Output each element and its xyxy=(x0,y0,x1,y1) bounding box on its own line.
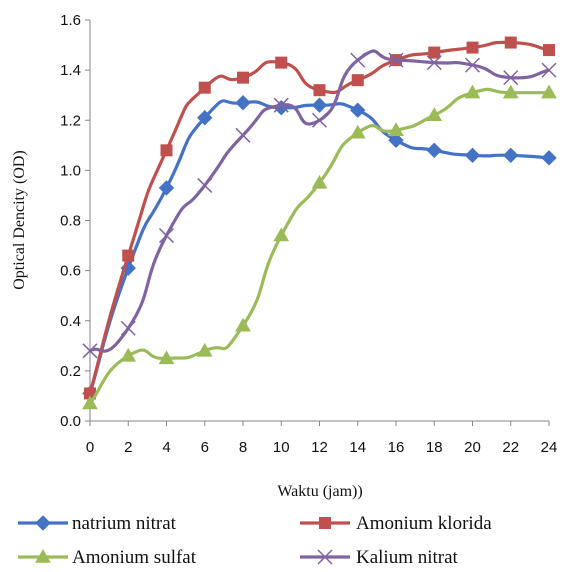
data-point xyxy=(503,70,519,86)
data-point xyxy=(275,56,288,69)
data-point xyxy=(351,74,364,87)
legend-marker xyxy=(317,549,333,565)
x-tick-label: 24 xyxy=(541,439,558,456)
legend-marker xyxy=(35,548,51,563)
y-tick-label: 0.6 xyxy=(60,263,81,280)
y-tick-label: 0.8 xyxy=(60,213,81,230)
series-line xyxy=(88,40,550,394)
data-point xyxy=(235,94,251,111)
data-point xyxy=(504,36,517,49)
data-point xyxy=(120,347,137,362)
x-tick-label: 0 xyxy=(86,439,94,456)
y-tick-label: 1.0 xyxy=(60,162,81,179)
data-point xyxy=(158,350,175,365)
data-point xyxy=(350,102,366,118)
data-point xyxy=(311,112,328,128)
data-point xyxy=(349,124,366,139)
x-tick-label: 16 xyxy=(388,439,405,456)
data-point xyxy=(541,84,557,99)
data-point xyxy=(388,132,404,149)
x-tick-label: 14 xyxy=(349,439,366,456)
x-tick-label: 4 xyxy=(162,439,170,456)
legend-item: Amonium sulfat xyxy=(18,547,197,568)
data-point xyxy=(197,110,213,126)
data-point xyxy=(311,97,328,113)
legend-marker xyxy=(35,515,51,531)
legend-marker xyxy=(319,517,331,529)
legend-label: Amonium klorida xyxy=(356,513,492,534)
series-line xyxy=(89,49,550,353)
data-point xyxy=(158,228,175,244)
x-axis-title: Waktu (jam)) xyxy=(277,483,362,500)
series-kalium-nitrat xyxy=(82,49,557,359)
legend-item: Kalium nitrat xyxy=(300,547,459,568)
data-point xyxy=(502,84,519,99)
data-point xyxy=(235,127,251,143)
legend-label: natrium nitrat xyxy=(72,513,177,534)
x-tick-label: 2 xyxy=(124,439,132,456)
data-point xyxy=(426,142,442,159)
y-axis-title: Optical Dencity (OD) xyxy=(11,150,28,290)
data-point xyxy=(541,62,557,78)
data-point xyxy=(464,147,481,164)
axes: 0.00.20.40.60.81.01.21.41.60 2 4 6 8 10 12 14 16… xyxy=(60,12,557,456)
legend-label: Amonium sulfat xyxy=(72,547,197,568)
data-point xyxy=(464,84,481,99)
data-point xyxy=(428,46,441,59)
x-tick-label: 22 xyxy=(502,439,519,456)
series-amonium-sulfat xyxy=(82,84,557,410)
data-point xyxy=(311,174,328,189)
x-tick-label: 12 xyxy=(311,439,328,456)
legend-item: natrium nitrat xyxy=(18,513,177,534)
x-tick-label: 8 xyxy=(239,439,247,456)
data-point xyxy=(503,147,519,164)
data-point xyxy=(464,57,481,73)
data-point xyxy=(313,84,326,97)
data-point xyxy=(273,97,289,113)
data-point xyxy=(120,320,136,336)
y-tick-label: 1.2 xyxy=(60,112,81,129)
y-tick-label: 1.4 xyxy=(60,62,81,79)
legend-label: Kalium nitrat xyxy=(356,547,459,568)
data-point xyxy=(350,52,366,68)
data-point xyxy=(160,144,173,157)
data-point xyxy=(466,41,479,54)
data-point xyxy=(198,81,211,94)
series-natrium-nitrat xyxy=(82,94,557,402)
data-point xyxy=(235,317,251,332)
x-tick-label: 6 xyxy=(201,439,209,456)
y-tick-label: 1.6 xyxy=(60,12,81,29)
data-point xyxy=(541,150,557,166)
data-point xyxy=(543,44,555,57)
series-layer xyxy=(82,36,557,410)
data-point xyxy=(426,55,442,71)
series-line xyxy=(88,99,550,394)
data-point xyxy=(426,107,443,121)
data-point xyxy=(196,342,213,357)
data-point xyxy=(82,343,98,359)
legend: natrium nitrat Amonium klorida Amonium sul… xyxy=(18,513,492,568)
data-point xyxy=(388,122,404,137)
data-point xyxy=(388,52,404,68)
y-tick-label: 0.2 xyxy=(60,363,81,380)
data-point xyxy=(273,227,290,242)
data-point xyxy=(197,177,213,193)
legend-item: Amonium klorida xyxy=(300,513,492,534)
y-tick-label: 0.0 xyxy=(60,413,81,430)
data-point xyxy=(122,249,135,262)
x-tick-label: 10 xyxy=(273,439,290,456)
x-tick-label: 20 xyxy=(464,439,481,456)
data-point xyxy=(158,180,175,196)
series-line xyxy=(88,87,549,405)
x-tick-label: 18 xyxy=(426,439,443,456)
data-point xyxy=(82,395,98,410)
y-tick-label: 0.4 xyxy=(60,313,81,330)
data-point xyxy=(237,71,249,84)
